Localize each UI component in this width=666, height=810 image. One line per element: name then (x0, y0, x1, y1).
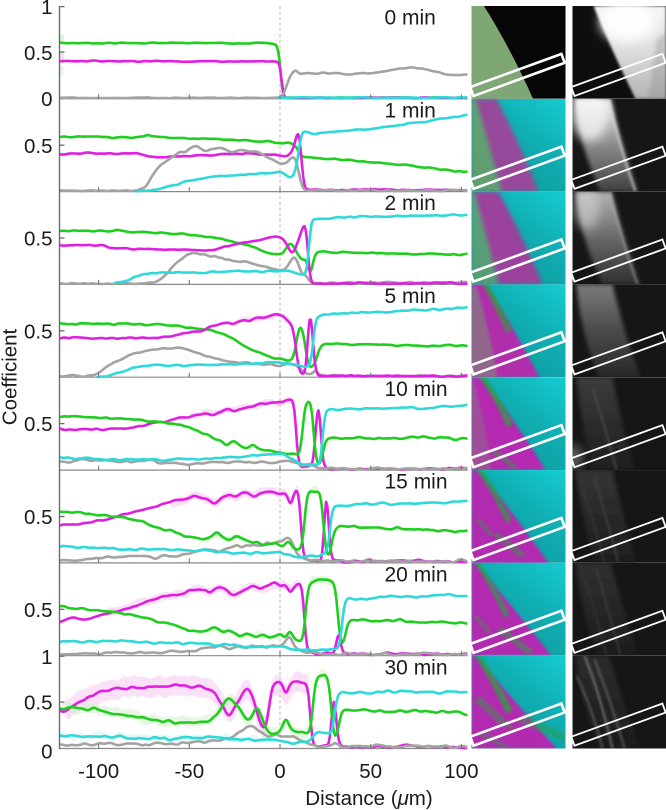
svg-text:0.5: 0.5 (24, 599, 53, 622)
svg-text:Coefficient: Coefficient (0, 328, 22, 425)
svg-text:0.5: 0.5 (24, 320, 53, 343)
svg-text:30 min: 30 min (385, 656, 448, 679)
svg-text:0.5: 0.5 (24, 506, 53, 529)
svg-text:0: 0 (41, 88, 52, 111)
svg-text:50: 50 (359, 760, 382, 783)
svg-text:0.5: 0.5 (24, 135, 53, 158)
svg-text:5 min: 5 min (385, 285, 436, 308)
svg-text:0: 0 (41, 741, 52, 764)
svg-text:-50: -50 (174, 760, 204, 783)
svg-text:Distance (μm): Distance (μm) (305, 787, 432, 810)
svg-text:-100: -100 (78, 760, 119, 783)
svg-text:0.5: 0.5 (24, 413, 53, 436)
svg-text:1: 1 (41, 0, 52, 19)
svg-text:15 min: 15 min (385, 471, 448, 494)
svg-text:100: 100 (444, 760, 478, 783)
svg-text:0 min: 0 min (385, 7, 436, 30)
svg-text:1 min: 1 min (385, 99, 436, 122)
svg-text:10 min: 10 min (385, 378, 448, 401)
svg-text:20 min: 20 min (385, 564, 448, 587)
svg-text:1: 1 (41, 646, 52, 669)
svg-text:0: 0 (274, 760, 285, 783)
svg-text:0.5: 0.5 (24, 42, 53, 65)
svg-text:2 min: 2 min (385, 192, 436, 215)
svg-text:0.5: 0.5 (24, 692, 53, 715)
svg-text:0.5: 0.5 (24, 228, 53, 251)
